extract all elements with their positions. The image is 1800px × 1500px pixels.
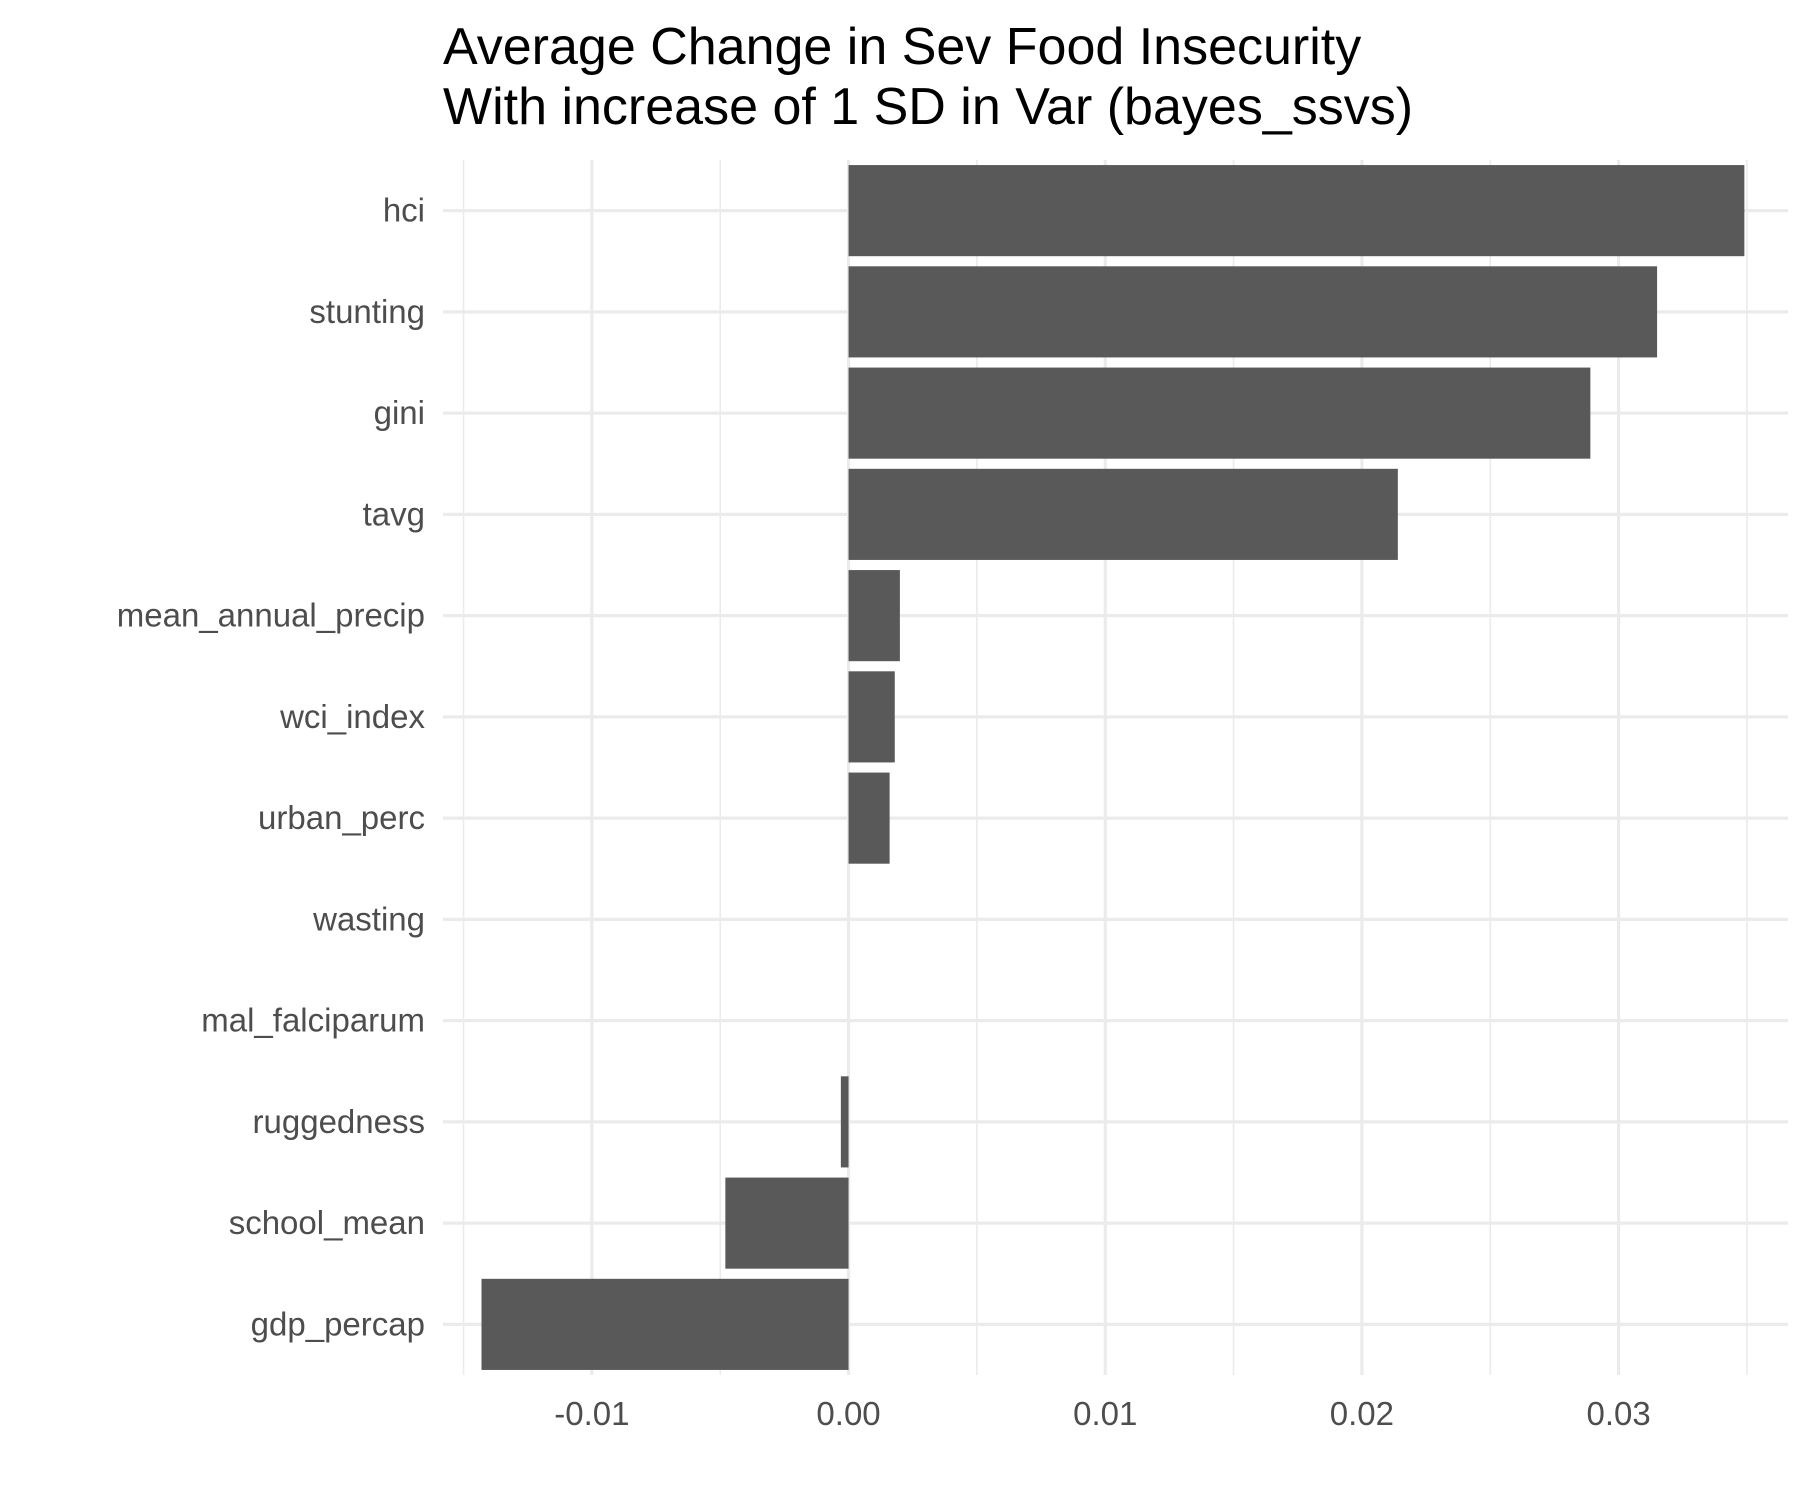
chart-title-line-1: Average Change in Sev Food Insecurity <box>443 18 1361 76</box>
x-tick-label: 0.02 <box>1330 1395 1394 1432</box>
y-tick-label: wasting <box>312 900 425 937</box>
bars <box>481 165 1745 1370</box>
bar-gdp_percap <box>481 1278 849 1370</box>
bar-stunting <box>848 266 1658 358</box>
bar-ruggedness <box>840 1076 849 1168</box>
bar-mean_annual_precip <box>848 570 900 662</box>
bar-hci <box>848 165 1745 257</box>
y-tick-label: tavg <box>363 495 425 532</box>
x-tick-label: 0.00 <box>816 1395 880 1432</box>
bar-tavg <box>848 468 1398 560</box>
bar-school_mean <box>725 1177 849 1269</box>
y-tick-label: school_mean <box>229 1204 425 1241</box>
x-axis-tick-labels: -0.01 0.00 0.01 0.02 0.03 <box>554 1395 1650 1432</box>
y-tick-label: urban_perc <box>258 799 425 836</box>
y-tick-label: hci <box>383 192 425 229</box>
y-tick-label: mean_annual_precip <box>117 597 425 634</box>
x-tick-label: -0.01 <box>554 1395 629 1432</box>
y-tick-label: stunting <box>309 293 425 330</box>
x-tick-label: 0.03 <box>1586 1395 1650 1432</box>
x-tick-label: 0.01 <box>1073 1395 1137 1432</box>
minor-gridlines <box>462 160 1748 1375</box>
y-tick-label: gini <box>374 394 425 431</box>
y-axis-tick-labels: hci stunting gini tavg mean_annual_precipwci… <box>117 192 426 1343</box>
y-tick-label: gdp_percap <box>251 1305 425 1342</box>
y-tick-label: wci_index <box>279 698 425 735</box>
bar-gini <box>848 367 1591 459</box>
chart-title-line-2: With increase of 1 SD in Var (bayes_ssvs… <box>443 78 1413 136</box>
bar-wci_index <box>848 671 895 763</box>
chart-title: Average Change in Sev Food Insecurity Wi… <box>443 18 1413 136</box>
y-tick-label: mal_falciparum <box>201 1002 425 1039</box>
y-tick-label: ruggedness <box>253 1103 425 1140</box>
bar-urban_perc <box>848 772 890 864</box>
